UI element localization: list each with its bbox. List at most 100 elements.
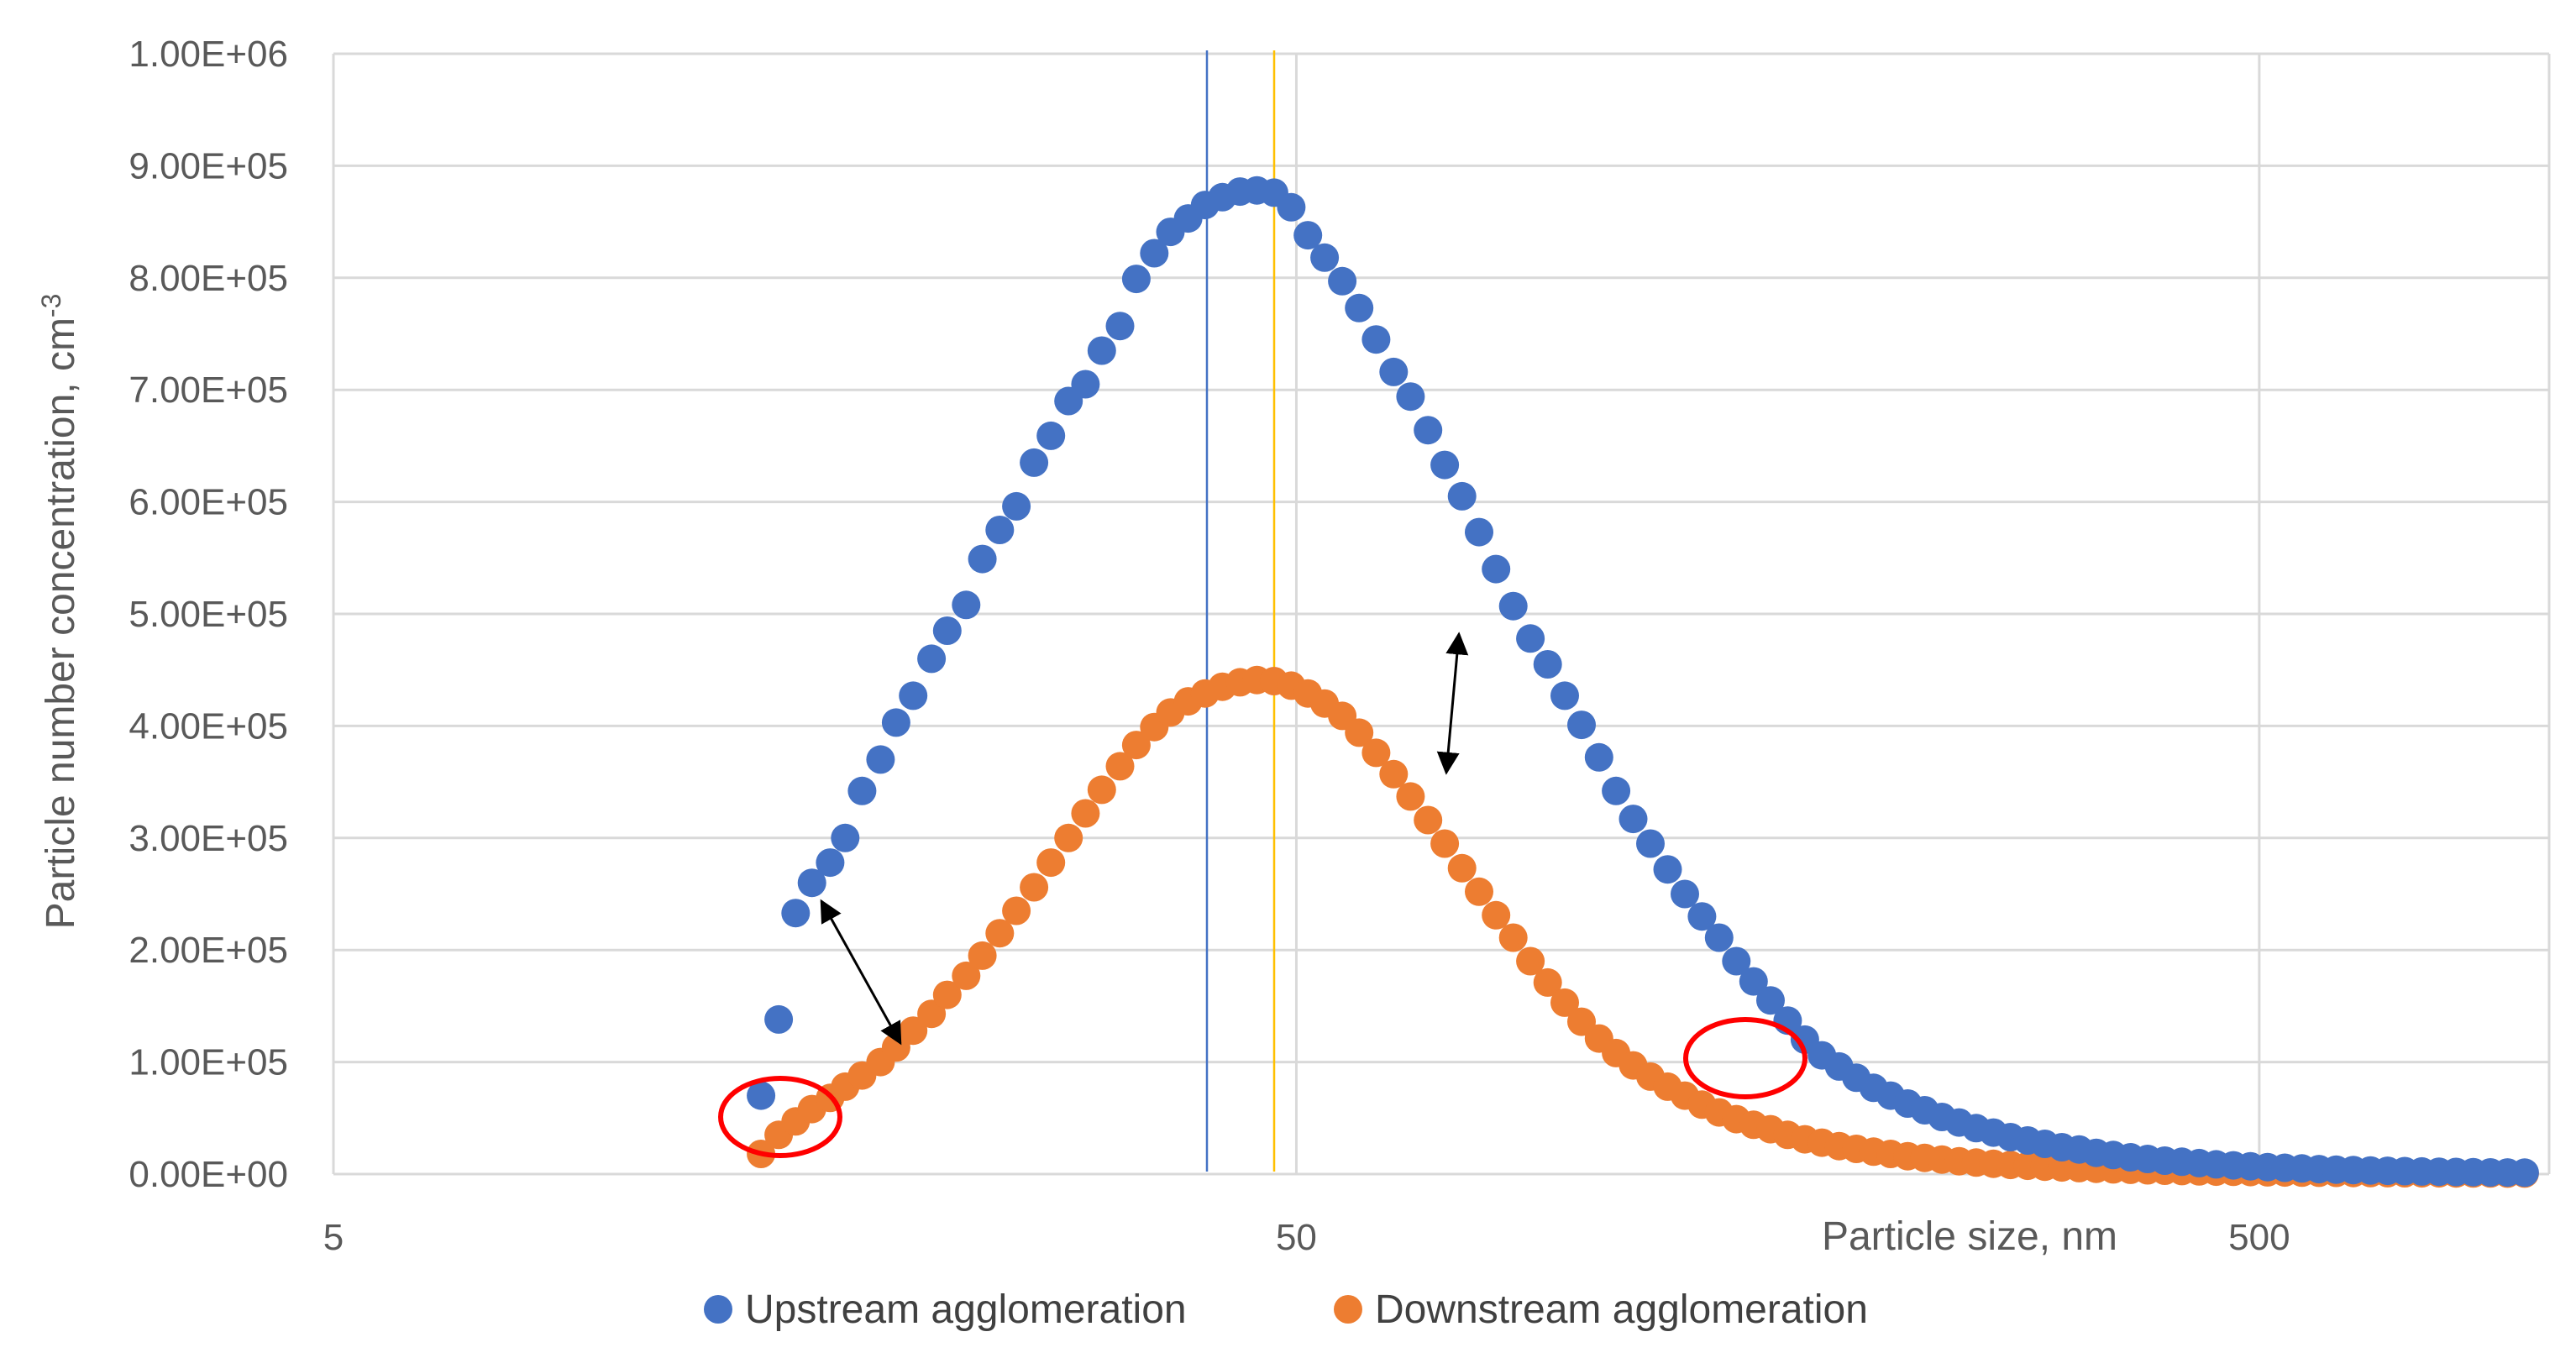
upstream-point xyxy=(1498,591,1528,621)
legend-label-downstream: Downstream agglomeration xyxy=(1375,1287,1868,1332)
upstream-point xyxy=(1602,776,1631,805)
upstream-point xyxy=(1430,450,1460,480)
upstream-point xyxy=(1361,325,1391,354)
downstream-point xyxy=(1533,967,1562,997)
legend-marker-upstream xyxy=(704,1295,732,1324)
series-downstream xyxy=(747,665,2539,1188)
upstream-point xyxy=(1140,239,1169,268)
upstream-point xyxy=(1482,554,1511,584)
upstream-point xyxy=(1739,967,1768,996)
y-axis-tick-labels: 0.00E+00 1.00E+05 2.00E+05 3.00E+05 4.00E+05… xyxy=(129,34,288,1195)
upstream-point xyxy=(1516,624,1545,653)
legend-label-upstream: Upstream agglomeration xyxy=(745,1287,1187,1332)
upstream-point xyxy=(917,644,947,674)
upstream-point xyxy=(1310,243,1340,272)
upstream-point xyxy=(1756,986,1785,1015)
upstream-point xyxy=(1465,517,1493,547)
downstream-point xyxy=(1002,896,1031,925)
upstream-point xyxy=(1636,829,1665,858)
downstream-point xyxy=(1054,823,1083,852)
upstream-point xyxy=(1687,902,1717,931)
downstream-point xyxy=(1121,731,1151,760)
upstream-point xyxy=(985,516,1015,544)
upstream-point xyxy=(899,681,928,710)
downstream-point xyxy=(1345,718,1374,747)
legend-marker-downstream xyxy=(1334,1295,1362,1324)
downstream-point xyxy=(1550,988,1579,1017)
upstream-point xyxy=(866,745,895,774)
upstream-point xyxy=(1414,416,1443,445)
upstream-point xyxy=(1002,491,1031,521)
y-tick-label: 5.00E+05 xyxy=(129,594,288,635)
upstream-point xyxy=(1293,221,1323,250)
upstream-point xyxy=(1328,266,1357,296)
downstream-point xyxy=(1396,782,1425,811)
upstream-point xyxy=(1396,382,1425,412)
upstream-point xyxy=(1619,805,1648,834)
upstream-point xyxy=(1071,370,1100,399)
upstream-point xyxy=(1447,481,1477,511)
upstream-point xyxy=(747,1081,776,1110)
downstream-point xyxy=(1447,853,1477,883)
downstream-point xyxy=(1430,829,1460,858)
upstream-point xyxy=(816,848,845,878)
upstream-point xyxy=(764,1004,794,1034)
upstream-point xyxy=(847,776,877,805)
upstream-point xyxy=(881,708,910,737)
downstream-point xyxy=(1379,759,1409,789)
upstream-point xyxy=(968,544,997,574)
upstream-point xyxy=(831,823,860,852)
upstream-point xyxy=(1671,879,1699,909)
upstream-point xyxy=(1121,265,1151,294)
x-tick-label: 5 xyxy=(323,1217,344,1258)
annotations xyxy=(718,632,1807,1158)
upstream-point xyxy=(1567,710,1596,740)
downstream-point xyxy=(1414,805,1443,835)
left-difference-arrow xyxy=(820,899,902,1046)
y-tick-label: 1.00E+05 xyxy=(129,1042,288,1083)
upstream-point xyxy=(1704,923,1734,952)
reference-lines xyxy=(1205,50,1276,1172)
downstream-point xyxy=(1482,900,1511,930)
x-axis-title: Particle size, nm xyxy=(1822,1214,2117,1259)
upstream-point xyxy=(797,868,826,898)
upstream-point xyxy=(1277,192,1306,222)
upstream-point xyxy=(1345,293,1374,322)
downstream-point xyxy=(1361,738,1391,768)
y-tick-label: 0.00E+00 xyxy=(129,1154,288,1195)
right-difference-arrow xyxy=(1436,632,1469,775)
downstream-point xyxy=(899,1016,928,1046)
y-axis-title-superscript: -3 xyxy=(36,294,66,317)
downstream-point xyxy=(917,999,947,1029)
upstream-point xyxy=(781,899,811,928)
x-tick-label: 50 xyxy=(1276,1217,1317,1258)
y-tick-label: 9.00E+05 xyxy=(129,145,288,186)
upstream-point xyxy=(2510,1158,2539,1188)
upstream-point xyxy=(1722,946,1751,976)
upstream-point xyxy=(1550,681,1579,710)
series-upstream xyxy=(747,176,2539,1188)
upstream-point xyxy=(1087,336,1116,365)
upstream-point xyxy=(1379,357,1409,386)
downstream-point xyxy=(1036,848,1066,878)
downstream-point xyxy=(1020,873,1049,902)
downstream-point xyxy=(1465,877,1493,906)
upstream-point xyxy=(1584,742,1613,772)
downstream-point xyxy=(985,919,1015,948)
downstream-point xyxy=(932,980,962,1009)
downstream-point xyxy=(1105,752,1135,781)
grid-lines xyxy=(332,52,2551,1176)
downstream-point xyxy=(952,961,981,990)
x-tick-label: 500 xyxy=(2228,1217,2290,1258)
downstream-point xyxy=(1087,775,1116,805)
y-tick-label: 3.00E+05 xyxy=(129,818,288,859)
upstream-point xyxy=(1533,650,1562,679)
legend: Upstream agglomeration Downstream agglom… xyxy=(704,1287,1868,1332)
y-axis-title: Particle number concentration, cm-3 xyxy=(36,294,83,930)
downstream-point xyxy=(968,941,997,970)
downstream-point xyxy=(1071,799,1100,828)
upstream-point xyxy=(1105,312,1135,341)
right-highlight-ellipse xyxy=(1683,1017,1807,1099)
y-axis-title-text: Particle number concentration, cm xyxy=(39,317,83,929)
